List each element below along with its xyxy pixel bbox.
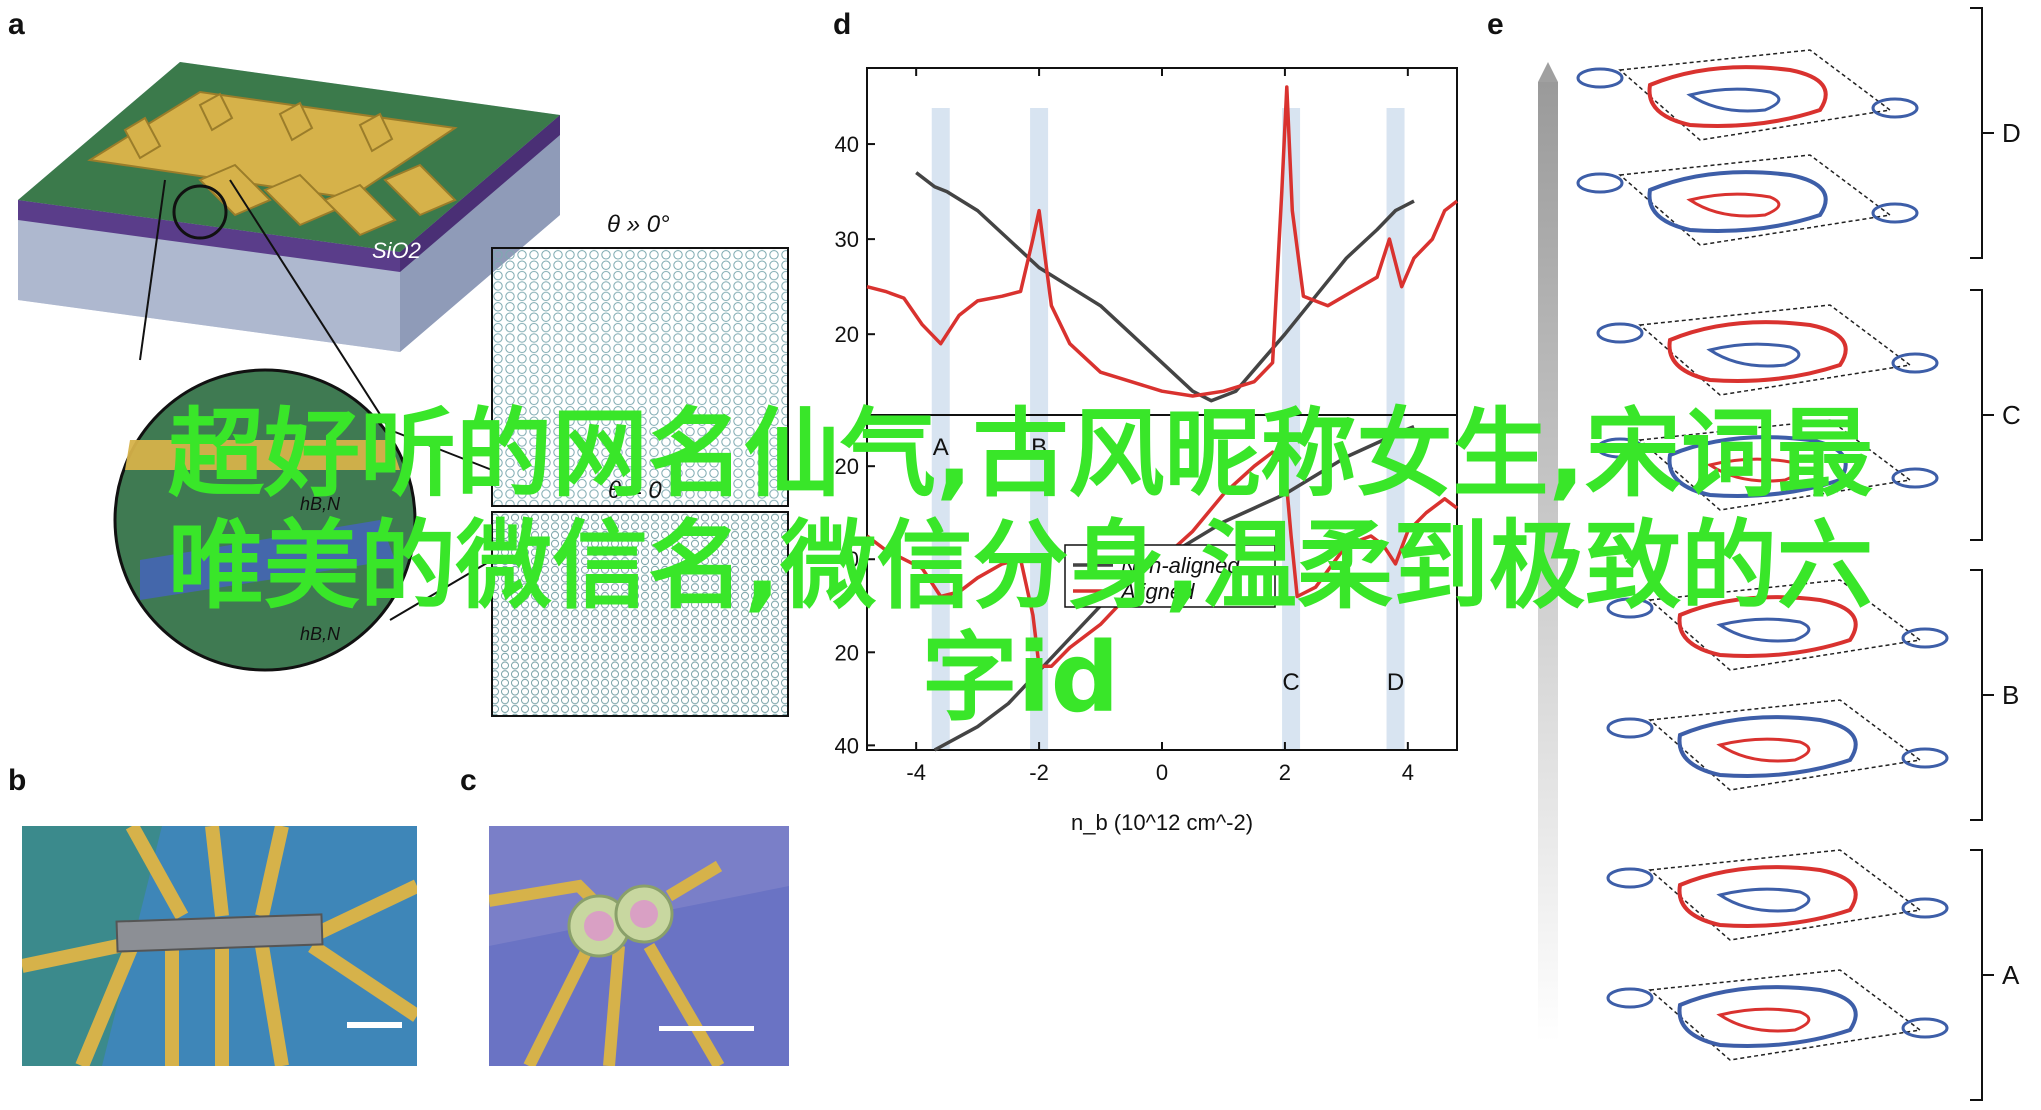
series-line-sigma-xx-1 [866, 85, 1459, 398]
fermi-surface-layer-5 [1606, 579, 1949, 671]
hbn-label-top: hB,N [300, 494, 341, 514]
overlay-line-3: 字id [921, 622, 1120, 734]
panel-letter-e: e [1487, 8, 1504, 41]
bracket-A [1970, 849, 1994, 1101]
legend-entry: Aligned [1119, 579, 1195, 604]
overlay-line-2: 唯美的微信名,微信分身,温柔到极致的六 [168, 510, 1873, 622]
y-tick-label-top: 20 [835, 322, 859, 347]
overlay-title: 超好听的网名仙气,古风昵称女生,宋词最 唯美的微信名,微信分身,温柔到极致的六 … [0, 398, 2041, 734]
bracket-B [1970, 569, 1994, 821]
hbn-label-bottom: hB,N [300, 624, 341, 644]
scale-bar-b [347, 1022, 402, 1028]
gradient-arrow-head [1538, 62, 1558, 82]
chart-axes [866, 67, 1458, 751]
fermi-surface-layer-2 [1576, 154, 1919, 246]
peak-label-A: A [933, 434, 949, 461]
moire-inset-misaligned [491, 247, 789, 507]
device-schematic: SiO2 hB,N hB,N θ » 0° θ = 0 [18, 62, 789, 717]
x-axis-label: n_b (10^12 cm^-2) [1071, 810, 1253, 835]
gradient-arrow [1538, 82, 1558, 1042]
bracket-label-D: D [2002, 118, 2021, 148]
overlay-line-1: 超好听的网名仙气,古风昵称女生,宋词最 [168, 398, 1873, 510]
bracket-label-C: C [2002, 400, 2021, 430]
panel-letter-d: d [833, 8, 852, 41]
peak-label-D: D [1387, 669, 1404, 696]
micrograph-b [22, 826, 417, 1066]
y-tick-label-bottom: 0 [847, 547, 859, 572]
panel-letter-b: b [8, 764, 27, 797]
bracket-label-B: B [2002, 680, 2019, 710]
y-tick-label-bottom: -40 [835, 733, 859, 758]
fermi-surface-layer-6 [1606, 699, 1949, 791]
panel-letter-a: a [8, 8, 25, 41]
moire-inset-aligned [491, 511, 789, 717]
bracket-D [1970, 7, 1994, 259]
bracket-label-A: A [2002, 960, 2020, 990]
fermi-surface-layer-1 [1576, 49, 1919, 141]
x-tick-label: 4 [1402, 760, 1414, 785]
x-tick-label: -2 [1029, 760, 1049, 785]
series-line-sigma-xy-0 [933, 424, 1415, 752]
fermi-surface-layer-3 [1596, 304, 1939, 396]
peak-label-B: B [1031, 434, 1047, 461]
legend-box [1064, 544, 1276, 608]
inset-bottom-title: θ = 0 [608, 477, 662, 504]
bracket-C [1970, 289, 1994, 541]
inset-top-title: θ » 0° [607, 211, 670, 238]
schematic-e: D C B A [1538, 7, 2021, 1101]
scale-bar-c [659, 1026, 754, 1031]
y-tick-label-top: 30 [835, 227, 859, 252]
y-tick-label-top: 40 [835, 132, 859, 157]
x-tick-label: 0 [1156, 760, 1168, 785]
micrograph-c [489, 826, 789, 1066]
peak-band-D [1386, 108, 1405, 750]
series-line-sigma-xx-0 [915, 171, 1415, 403]
peak-label-C: C [1282, 669, 1299, 696]
electrode-leads [22, 826, 417, 1066]
y-tick-label-bottom: 20 [835, 454, 859, 479]
fermi-surface-layer-4 [1596, 419, 1939, 511]
x-tick-label: 2 [1279, 760, 1291, 785]
zoom-circle-small [172, 184, 228, 240]
panel-letter-c: c [460, 764, 477, 797]
x-tick-label: -4 [906, 760, 926, 785]
y-tick-label-bottom: -20 [835, 640, 859, 665]
device-channel [115, 913, 324, 953]
legend-entry: Non-aligned [1121, 553, 1240, 578]
gold-electrode [87, 90, 458, 200]
sio2-label: SiO2 [372, 238, 421, 263]
fermi-surface-layer-7 [1606, 849, 1949, 941]
fermi-surface-layer-8 [1606, 969, 1949, 1061]
